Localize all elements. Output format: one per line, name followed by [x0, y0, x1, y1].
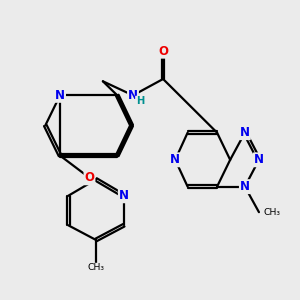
Text: H: H — [136, 96, 144, 106]
Text: O: O — [158, 45, 168, 58]
Text: N: N — [240, 126, 250, 139]
Text: O: O — [85, 171, 94, 184]
Text: N: N — [55, 89, 65, 102]
Text: N: N — [240, 180, 250, 193]
Text: CH₃: CH₃ — [263, 208, 280, 217]
Text: N: N — [128, 89, 138, 102]
Text: N: N — [119, 189, 129, 202]
Text: N: N — [170, 153, 180, 166]
Text: CH₃: CH₃ — [88, 263, 104, 272]
Text: N: N — [254, 153, 264, 166]
